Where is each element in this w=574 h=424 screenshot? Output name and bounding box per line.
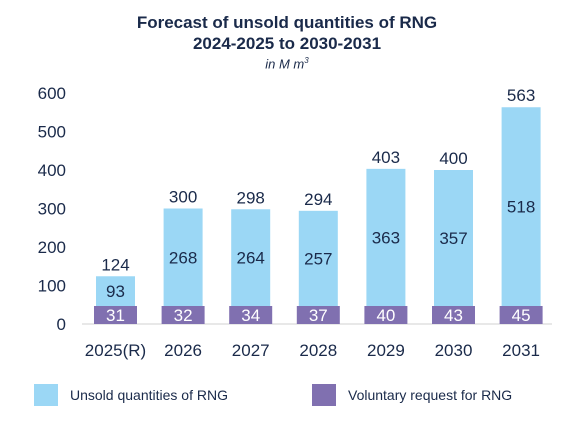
data-label-unsold: 363: [372, 228, 400, 247]
legend-label-unsold: Unsold quantities of RNG: [70, 387, 228, 403]
y-tick-label: 300: [38, 200, 66, 219]
chart-title: Forecast of unsold quantities of RNG 202…: [0, 12, 574, 54]
chart-subtitle: in M m3: [0, 56, 574, 71]
data-label-unsold: 268: [169, 248, 197, 267]
bar-voluntary: [499, 306, 543, 324]
chart-subtitle-text: in M m: [265, 56, 305, 72]
bar-unsold: [298, 210, 338, 310]
data-label-total: 563: [507, 86, 535, 105]
data-label-total: 400: [439, 149, 467, 168]
data-label-unsold: 264: [237, 249, 265, 268]
bar-unsold: [366, 168, 406, 309]
bar-voluntary: [432, 306, 475, 324]
y-tick-label: 0: [57, 315, 66, 334]
data-label-total: 294: [304, 190, 332, 209]
data-label-total: 298: [237, 188, 265, 207]
x-tick-label: 2028: [299, 341, 337, 360]
data-label-voluntary: 45: [512, 306, 531, 325]
y-tick-label: 200: [38, 238, 66, 257]
x-tick-label: 2031: [502, 341, 540, 360]
bar-voluntary: [296, 306, 340, 324]
chart-subtitle-superscript: 3: [304, 56, 309, 65]
x-tick-label: 2026: [164, 341, 202, 360]
x-tick-label: 2029: [367, 341, 405, 360]
data-label-voluntary: 43: [444, 306, 463, 325]
data-label-voluntary: 40: [376, 306, 395, 325]
data-label-total: 124: [101, 255, 129, 274]
chart-title-line2: 2024-2025 to 2030-2031: [192, 34, 382, 53]
bar-unsold: [231, 209, 271, 311]
x-tick-label: 2027: [232, 341, 270, 360]
bar-voluntary: [94, 306, 137, 324]
bar-unsold: [501, 107, 541, 307]
data-label-voluntary: 31: [106, 306, 125, 325]
data-label-total: 300: [169, 188, 197, 207]
legend-label-voluntary: Voluntary request for RNG: [348, 387, 513, 403]
data-label-voluntary: 37: [309, 306, 328, 325]
legend-swatch-unsold: [34, 384, 58, 406]
legend-swatch-voluntary: [312, 384, 336, 406]
data-label-voluntary: 34: [241, 306, 260, 325]
y-tick-label: 400: [38, 161, 66, 180]
bar-voluntary: [161, 306, 205, 324]
data-label-total: 403: [372, 148, 400, 167]
data-label-voluntary: 32: [174, 306, 193, 325]
x-tick-label: 2030: [435, 341, 473, 360]
y-tick-label: 600: [38, 84, 66, 103]
legend-item-voluntary: Voluntary request for RNG: [312, 384, 512, 406]
bar-unsold: [434, 170, 473, 308]
y-tick-label: 100: [38, 277, 66, 296]
y-tick-label: 500: [38, 123, 66, 142]
bar-unsold: [163, 208, 203, 312]
bar-voluntary: [229, 306, 273, 324]
legend-item-unsold: Unsold quantities of RNG: [34, 384, 228, 406]
data-label-unsold: 518: [507, 198, 535, 217]
bar-voluntary: [364, 306, 408, 324]
data-label-unsold: 93: [106, 282, 125, 301]
x-tick-label: 2025(R): [85, 341, 146, 360]
data-label-unsold: 357: [439, 229, 467, 248]
chart-title-line1: Forecast of unsold quantities of RNG: [136, 13, 438, 32]
data-label-unsold: 257: [304, 249, 332, 268]
